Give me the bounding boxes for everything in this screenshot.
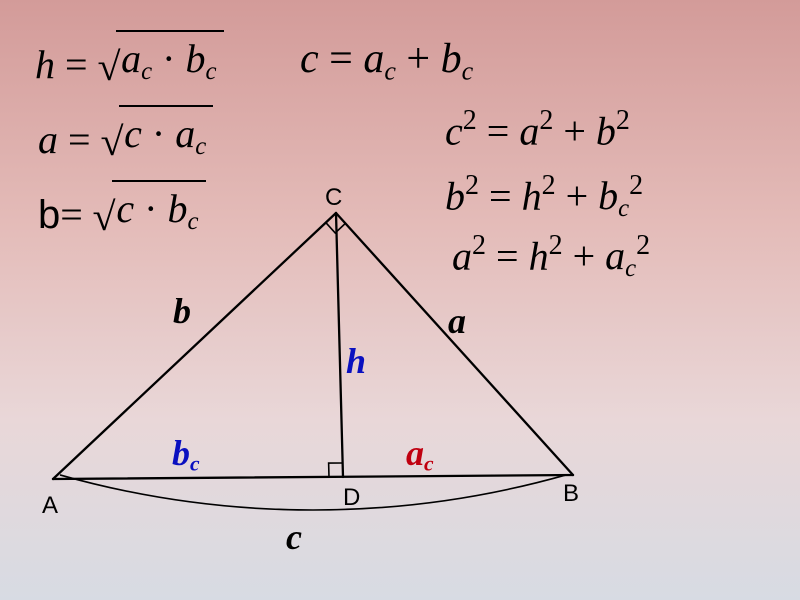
side-label-side_a: a bbox=[448, 300, 466, 342]
side-label-side_b: b bbox=[173, 290, 191, 332]
formula-f_a2: a2 = h2 + ac2 bbox=[452, 230, 650, 283]
right-angle-marker-D bbox=[329, 463, 343, 477]
altitude-CD bbox=[336, 213, 343, 477]
formula-f_b: b= √c · bc bbox=[38, 180, 206, 238]
side-label-side_h: h bbox=[346, 340, 366, 382]
vertex-label-A: A bbox=[42, 492, 58, 520]
vertex-label-D: D bbox=[343, 484, 360, 512]
side-label-side_ac: ac bbox=[406, 432, 434, 476]
geometry-slide: { "canvas": { "width": 800, "height": 60… bbox=[0, 0, 800, 600]
formula-f_a: a = √c · ac bbox=[38, 105, 213, 163]
side-AB bbox=[53, 475, 573, 479]
formula-f_c2: c2 = a2 + b2 bbox=[445, 105, 630, 154]
vertex-label-B: B bbox=[563, 480, 579, 508]
formula-f_b2: b2 = h2 + bc2 bbox=[445, 170, 643, 223]
side-label-side_bc: bc bbox=[172, 432, 200, 476]
triangle-diagram bbox=[0, 0, 800, 600]
formula-f_c: c = ac + bc bbox=[300, 35, 473, 86]
hypotenuse-arc bbox=[60, 475, 566, 510]
vertex-label-C: C bbox=[325, 184, 342, 212]
side-label-side_c: c bbox=[286, 516, 302, 558]
formula-f_h: h = √ac · bc bbox=[35, 30, 224, 88]
